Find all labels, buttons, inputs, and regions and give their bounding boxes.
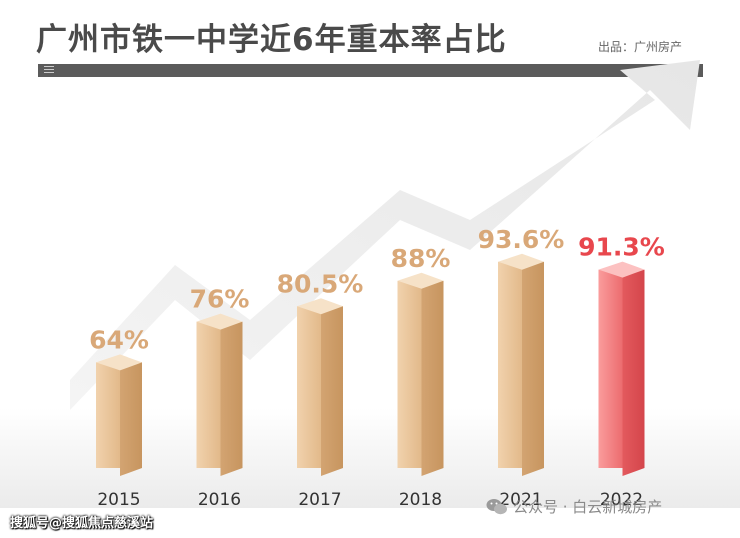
bar-side-2017 xyxy=(321,306,343,476)
wechat-icon xyxy=(486,498,507,514)
x-tick-label-2015: 2015 xyxy=(97,490,140,510)
bar-side-2021 xyxy=(522,261,544,476)
x-tick-label-2018: 2018 xyxy=(399,490,442,510)
bar-2021 xyxy=(498,253,544,476)
watermark-sohu: 搜狐号@搜狐焦点慈溪站 xyxy=(10,516,154,531)
data-label-2016: 76% xyxy=(190,285,250,314)
bar-side-2022 xyxy=(622,269,645,476)
bar-front-2017 xyxy=(297,306,321,468)
bar-front-2015 xyxy=(96,362,120,468)
bar-side-2018 xyxy=(421,280,444,476)
bar-front-2021 xyxy=(498,261,522,468)
data-label-2015: 64% xyxy=(89,325,149,354)
chart-title: 广州市铁一中学近6年重本率占比 xyxy=(36,22,507,58)
bar-2018 xyxy=(397,272,444,476)
bar-top-2016 xyxy=(196,313,243,330)
data-label-2022: 91.3% xyxy=(578,233,665,262)
menu-icon xyxy=(44,66,54,75)
x-tick-label-2017: 2017 xyxy=(298,490,341,510)
bar-front-2018 xyxy=(397,280,422,468)
data-label-2018: 88% xyxy=(391,244,451,273)
title-divider-bar xyxy=(38,64,703,77)
bar-2022 xyxy=(598,261,645,476)
bar-top-2015 xyxy=(96,354,142,371)
bar-front-2022 xyxy=(598,269,623,468)
bar-front-2016 xyxy=(196,321,221,468)
watermark-wechat-text: 公众号 · 白云新城房产 xyxy=(513,498,663,516)
bar-2016 xyxy=(196,313,243,476)
watermark-wechat: 公众号 · 白云新城房产 xyxy=(486,496,662,517)
x-tick-label-2022: 2022 xyxy=(600,490,643,510)
bar-2017 xyxy=(297,298,343,476)
source-credit: 出品：广州房产 xyxy=(598,40,683,54)
bar-side-2015 xyxy=(120,362,142,476)
bar-top-2017 xyxy=(297,298,343,315)
x-tick-label-2016: 2016 xyxy=(198,490,241,510)
data-label-2021: 93.6% xyxy=(478,225,565,254)
bar-side-2016 xyxy=(220,321,243,476)
data-label-2017: 80.5% xyxy=(277,269,364,298)
bar-top-2021 xyxy=(498,253,544,270)
bar-top-2018 xyxy=(397,272,444,289)
bar-2015 xyxy=(96,354,142,476)
x-tick-label-2021: 2021 xyxy=(499,490,542,510)
bar-top-2022 xyxy=(598,261,645,278)
